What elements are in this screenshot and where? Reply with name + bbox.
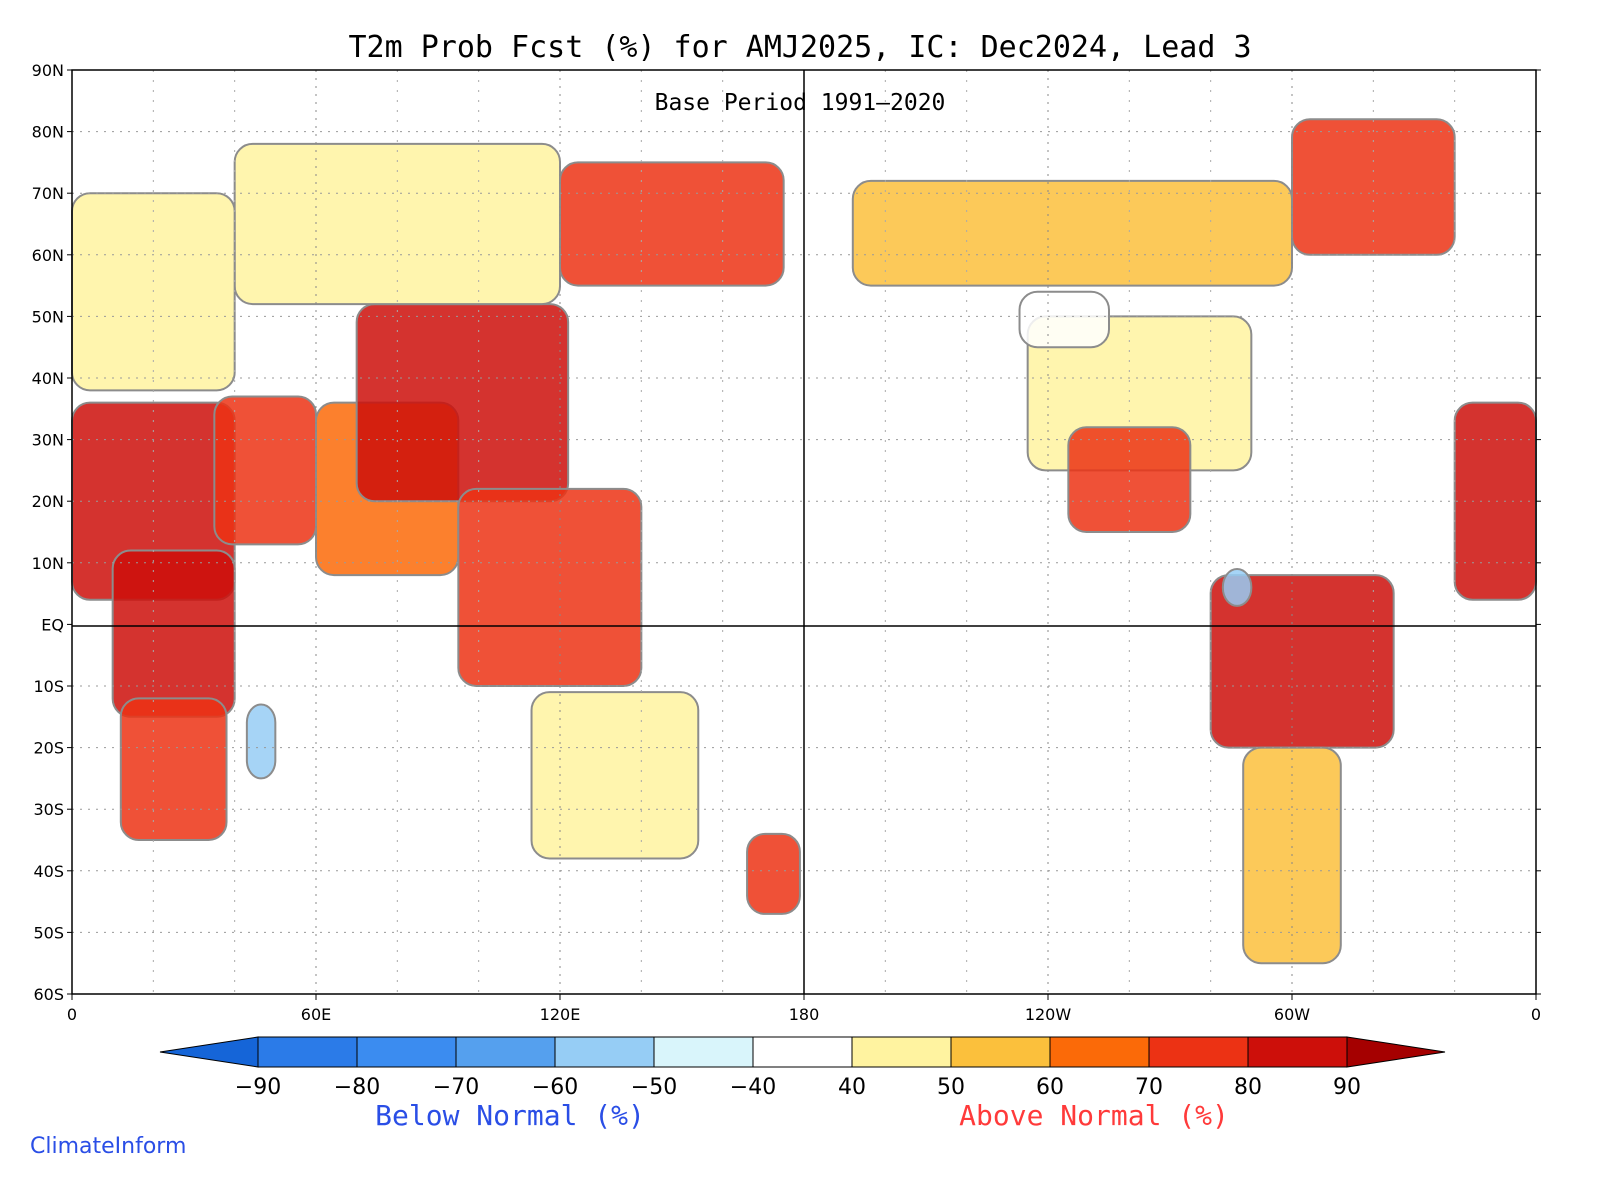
lat-tick-label: EQ (41, 615, 64, 634)
lon-tick-label: 0 (1531, 1005, 1541, 1024)
colorbar-tick-label: 40 (838, 1075, 866, 1100)
region-western-canada-us-cool (1018, 290, 1110, 349)
lat-tick-label: 40S (33, 862, 64, 881)
colorbar-bin (455, 1036, 556, 1068)
colorbar-tick-label: −60 (532, 1075, 578, 1100)
colorbar-tick-label: −40 (730, 1075, 776, 1100)
colorbar-tick-label: −90 (235, 1075, 281, 1100)
colorbar-bin (950, 1036, 1051, 1068)
map-panel (71, 69, 1537, 995)
colorbar-bin (356, 1036, 457, 1068)
region-siberia-east (559, 161, 785, 287)
colorbar-bin (1247, 1036, 1348, 1068)
region-west-africa-west-edge (1453, 401, 1537, 601)
lat-tick-label: 60N (32, 246, 64, 265)
lon-tick-label: 0 (67, 1005, 77, 1024)
lon-tick-label: 60E (301, 1005, 331, 1024)
lat-tick-label: 50S (33, 923, 64, 942)
below-normal-label: Below Normal (%) (375, 1099, 645, 1132)
colorbar-tick-label: 90 (1333, 1075, 1361, 1100)
lat-tick-label: 30S (33, 800, 64, 819)
base-period-label: Base Period 1991–2020 (655, 90, 946, 116)
longitude-axis: 0 60E 120E 180 120W 60W 0 (67, 994, 1541, 1024)
region-madagascar-cool (245, 703, 277, 780)
lat-tick-label: 40N (32, 369, 64, 388)
region-mexico (1067, 426, 1192, 533)
lat-tick-label: 50N (32, 307, 64, 326)
lat-tick-label: 70N (32, 184, 64, 203)
region-central-africa (111, 549, 236, 718)
region-colombia-cool (1221, 567, 1253, 607)
colorbar: −90 −80 −70 −60 −50 −40 40 50 60 70 80 90 (159, 1036, 1446, 1100)
colorbar-bin (1049, 1036, 1150, 1068)
colorbar-bin (851, 1036, 952, 1068)
lon-tick-label: 120E (540, 1005, 581, 1024)
colorbar-tick-label: −80 (334, 1075, 380, 1100)
lat-tick-label: 20N (32, 492, 64, 511)
colorbar-bin (554, 1036, 655, 1068)
region-greenland (1291, 118, 1456, 256)
colorbar-bin (752, 1036, 853, 1068)
credit-label: ClimateInform (30, 1134, 186, 1159)
lat-tick-label: 30N (32, 431, 64, 450)
colorbar-tick-label: 80 (1234, 1075, 1262, 1100)
colorbar-tick-label: 60 (1036, 1075, 1064, 1100)
above-normal-label: Above Normal (%) (959, 1099, 1229, 1132)
colorbar-bin (257, 1036, 358, 1068)
lat-tick-label: 10S (33, 677, 64, 696)
lat-tick-label: 10N (32, 554, 64, 573)
lat-tick-label: 80N (32, 123, 64, 142)
lat-tick-label: 60S (33, 985, 64, 1004)
colorbar-tick-label: 70 (1135, 1075, 1163, 1100)
region-australia (530, 691, 700, 860)
lon-tick-label: 60W (1274, 1005, 1310, 1024)
colorbar-tick-label: −50 (631, 1075, 677, 1100)
colorbar-max-arrow (1346, 1036, 1446, 1068)
latitude-axis: 90N 80N 70N 60N 50N 40N 30N 20N 10N EQ 10S 20S 30S 40… (32, 61, 1541, 1004)
colorbar-bin (1148, 1036, 1249, 1068)
lat-tick-label: 20S (33, 739, 64, 758)
region-new-zealand (746, 832, 801, 915)
chart-title: T2m Prob Fcst (%) for AMJ2025, IC: Dec20… (348, 30, 1251, 65)
region-arabia-middle-east (213, 395, 317, 546)
colorbar-tick-label: 50 (937, 1075, 965, 1100)
lon-tick-label: 120W (1025, 1005, 1072, 1024)
colorbar-bin (653, 1036, 754, 1068)
region-china-central-asia (355, 303, 570, 503)
colorbar-tick-label: −70 (433, 1075, 479, 1100)
lat-tick-label: 90N (32, 61, 64, 80)
region-southern-africa (119, 697, 228, 841)
gridlines (72, 70, 1536, 994)
region-alaska-canada (851, 179, 1293, 287)
region-southeast-asia (457, 487, 643, 687)
colorbar-min-arrow (159, 1036, 259, 1068)
lon-tick-label: 180 (789, 1005, 820, 1024)
